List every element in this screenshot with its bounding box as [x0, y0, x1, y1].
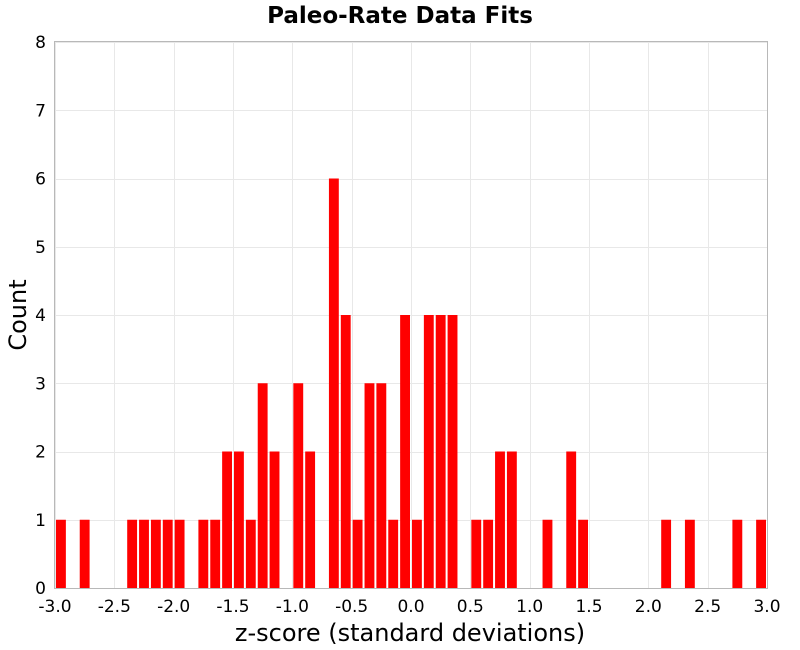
histogram-bar: [661, 519, 672, 588]
y-tick-label: 5: [35, 238, 46, 258]
plot-frame: [54, 41, 768, 589]
y-tick-label: 2: [35, 443, 46, 463]
y-tick-label: 3: [35, 374, 46, 394]
x-tick-label: -1.5: [216, 597, 249, 617]
histogram-bar: [269, 451, 280, 588]
histogram-bar: [222, 451, 232, 588]
y-tick-label: 7: [35, 101, 46, 121]
histogram-bar: [139, 519, 149, 588]
y-tick-label: 0: [35, 579, 46, 599]
histogram-bar: [483, 519, 494, 588]
histogram-bar: [684, 519, 695, 588]
histogram-bar: [412, 519, 422, 588]
y-tick-label: 1: [35, 511, 46, 531]
histogram-bar: [328, 178, 339, 588]
histogram-bar: [506, 451, 517, 588]
x-tick-label: -0.5: [335, 597, 368, 617]
histogram-bar: [495, 451, 505, 588]
histogram-bar: [447, 315, 458, 588]
x-tick-label: 2.5: [694, 597, 721, 617]
chart-title: Paleo-Rate Data Fits: [267, 3, 533, 29]
x-tick-label: -1.0: [276, 597, 309, 617]
histogram-bar: [376, 383, 387, 588]
histogram-bars: [56, 178, 766, 588]
y-axis-ticks: 0 1 2 3 4 5 6 7 8: [35, 33, 46, 599]
x-tick-label: 0.0: [397, 597, 424, 617]
histogram-bar: [388, 519, 399, 588]
histogram-bar: [150, 519, 161, 588]
histogram-bar: [234, 451, 244, 588]
histogram-bar: [400, 315, 410, 588]
x-tick-label: -2.0: [157, 597, 190, 617]
y-tick-label: 4: [35, 306, 46, 326]
histogram-bar: [174, 519, 185, 588]
histogram-bar: [198, 519, 209, 588]
histogram-bar: [435, 315, 446, 588]
x-axis-ticks: -3.0 -2.5 -2.0 -1.5 -1.0 -0.5 0.0 0.5 1.0 1.5 2.0 2…: [38, 597, 780, 617]
histogram-bar: [245, 519, 256, 588]
y-tick-label: 8: [35, 33, 46, 53]
x-tick-label: -2.5: [98, 597, 131, 617]
histogram-bar: [210, 519, 221, 588]
histogram-bar: [293, 383, 304, 588]
x-tick-label: 2.0: [635, 597, 662, 617]
histogram-bar: [162, 519, 173, 588]
x-tick-label: 1.5: [575, 597, 602, 617]
x-tick-label: 3.0: [753, 597, 780, 617]
histogram-bar: [79, 519, 90, 588]
histogram-bar: [756, 519, 766, 588]
y-axis-label: Count: [4, 279, 32, 350]
x-tick-label: -3.0: [38, 597, 71, 617]
histogram-bar: [352, 519, 363, 588]
histogram-bar: [127, 519, 138, 588]
histogram-bar: [578, 519, 588, 588]
histogram-bar: [257, 383, 268, 588]
histogram-bar: [340, 315, 351, 588]
histogram-bar: [364, 383, 375, 588]
histogram-bar: [542, 519, 553, 588]
histogram-bar: [305, 451, 316, 588]
x-tick-label: 0.5: [457, 597, 484, 617]
x-axis-label: z-score (standard deviations): [235, 619, 585, 647]
x-tick-label: 1.0: [516, 597, 543, 617]
grid-lines: [55, 42, 768, 589]
histogram-bar: [732, 519, 743, 588]
histogram-bar: [566, 451, 577, 588]
histogram-bar: [471, 519, 482, 588]
histogram-bar: [423, 315, 434, 588]
y-tick-label: 6: [35, 170, 46, 190]
histogram-bar: [56, 519, 66, 588]
